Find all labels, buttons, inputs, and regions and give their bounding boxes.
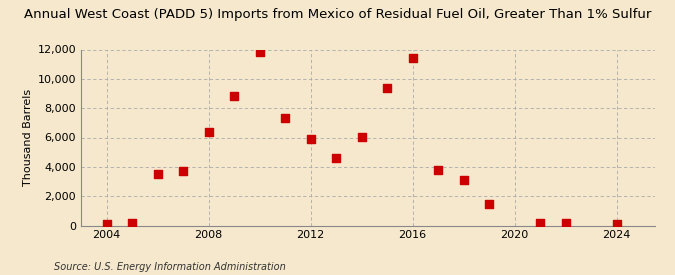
Point bbox=[458, 178, 469, 182]
Point bbox=[560, 221, 571, 226]
Y-axis label: Thousand Barrels: Thousand Barrels bbox=[24, 89, 33, 186]
Point bbox=[127, 221, 138, 226]
Point bbox=[305, 137, 316, 141]
Text: Annual West Coast (PADD 5) Imports from Mexico of Residual Fuel Oil, Greater Tha: Annual West Coast (PADD 5) Imports from … bbox=[24, 8, 651, 21]
Point bbox=[356, 134, 367, 139]
Point bbox=[535, 220, 545, 225]
Point bbox=[229, 94, 240, 99]
Point bbox=[483, 202, 494, 207]
Point bbox=[203, 130, 214, 134]
Point bbox=[611, 222, 622, 226]
Point bbox=[279, 116, 290, 121]
Point bbox=[433, 167, 443, 172]
Text: Source: U.S. Energy Information Administration: Source: U.S. Energy Information Administ… bbox=[54, 262, 286, 272]
Point bbox=[152, 172, 163, 176]
Point bbox=[407, 56, 418, 60]
Point bbox=[331, 156, 342, 160]
Point bbox=[101, 222, 112, 226]
Point bbox=[254, 50, 265, 55]
Point bbox=[381, 86, 392, 90]
Point bbox=[178, 169, 188, 174]
